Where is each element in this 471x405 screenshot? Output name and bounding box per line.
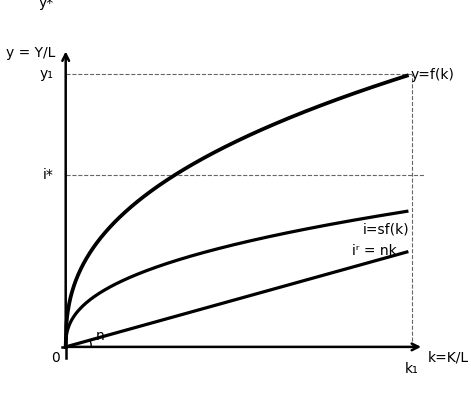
- Text: y=f(k): y=f(k): [410, 68, 454, 82]
- Text: n: n: [96, 329, 104, 343]
- Text: y*: y*: [39, 0, 54, 10]
- Text: k₁: k₁: [405, 362, 419, 376]
- Text: i=sf(k): i=sf(k): [363, 223, 409, 237]
- Text: y₁: y₁: [40, 67, 54, 81]
- Text: 0: 0: [51, 351, 60, 365]
- Text: iʳ = nk: iʳ = nk: [352, 244, 397, 258]
- Text: i*: i*: [43, 168, 54, 182]
- Text: k=K/L: k=K/L: [427, 351, 469, 365]
- Text: y = Y/L: y = Y/L: [6, 46, 56, 60]
